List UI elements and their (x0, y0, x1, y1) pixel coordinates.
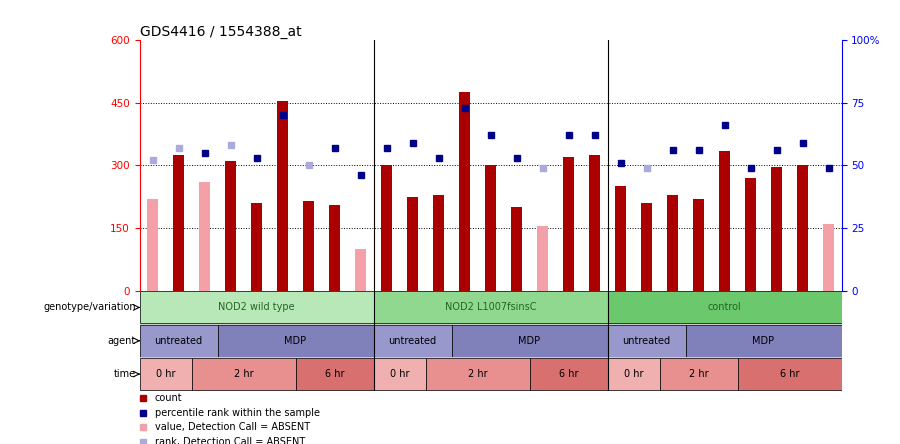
Bar (737, 358, 842, 390)
Bar (426, 358, 529, 390)
Text: 6 hr: 6 hr (779, 369, 799, 379)
Text: time: time (114, 369, 136, 379)
Text: MDP: MDP (518, 336, 541, 346)
Bar (381, 166, 392, 291)
Bar (608, 325, 686, 357)
Text: count: count (155, 393, 183, 403)
Text: agent: agent (108, 336, 136, 346)
Text: 2 hr: 2 hr (688, 369, 708, 379)
Bar (355, 249, 366, 291)
Text: GDS4416 / 1554388_at: GDS4416 / 1554388_at (140, 25, 302, 39)
Bar (225, 161, 237, 291)
Text: 2 hr: 2 hr (468, 369, 487, 379)
Bar (562, 157, 574, 291)
Text: untreated: untreated (623, 336, 670, 346)
Text: NOD2 wild type: NOD2 wild type (218, 302, 295, 313)
Bar (615, 186, 626, 291)
Bar (718, 151, 730, 291)
Bar (140, 358, 192, 390)
Bar (823, 224, 834, 291)
Text: 2 hr: 2 hr (234, 369, 253, 379)
Bar (276, 101, 288, 291)
Bar (328, 205, 340, 291)
Text: untreated: untreated (389, 336, 436, 346)
Bar (686, 325, 842, 357)
Text: value, Detection Call = ABSENT: value, Detection Call = ABSENT (155, 422, 310, 432)
Bar (485, 166, 497, 291)
Text: 0 hr: 0 hr (156, 369, 176, 379)
Bar (218, 325, 374, 357)
Text: 0 hr: 0 hr (390, 369, 410, 379)
Bar (693, 199, 705, 291)
Bar (140, 325, 218, 357)
Bar (374, 291, 608, 323)
Bar (192, 358, 295, 390)
Bar (770, 167, 782, 291)
Bar (147, 199, 158, 291)
Bar (796, 166, 808, 291)
Bar (199, 182, 211, 291)
Bar (459, 92, 471, 291)
Bar (536, 226, 548, 291)
Text: rank, Detection Call = ABSENT: rank, Detection Call = ABSENT (155, 437, 305, 444)
Text: NOD2 L1007fsinsC: NOD2 L1007fsinsC (445, 302, 536, 313)
Text: 6 hr: 6 hr (325, 369, 344, 379)
Bar (295, 358, 373, 390)
Bar (529, 358, 608, 390)
Bar (608, 291, 842, 323)
Bar (140, 291, 374, 323)
Text: MDP: MDP (284, 336, 307, 346)
Bar (407, 197, 418, 291)
Text: percentile rank within the sample: percentile rank within the sample (155, 408, 320, 418)
Text: control: control (707, 302, 742, 313)
Bar (250, 203, 263, 291)
Bar (374, 358, 426, 390)
Text: untreated: untreated (155, 336, 202, 346)
Bar (589, 155, 600, 291)
Text: MDP: MDP (752, 336, 775, 346)
Text: genotype/variation: genotype/variation (43, 302, 136, 313)
Bar (433, 194, 445, 291)
Bar (744, 178, 756, 291)
Text: 0 hr: 0 hr (624, 369, 644, 379)
Text: 6 hr: 6 hr (559, 369, 578, 379)
Bar (173, 155, 184, 291)
Bar (452, 325, 608, 357)
Bar (302, 201, 314, 291)
Bar (608, 358, 660, 390)
Bar (660, 358, 737, 390)
Bar (374, 325, 452, 357)
Bar (510, 207, 522, 291)
Bar (667, 194, 679, 291)
Bar (641, 203, 652, 291)
